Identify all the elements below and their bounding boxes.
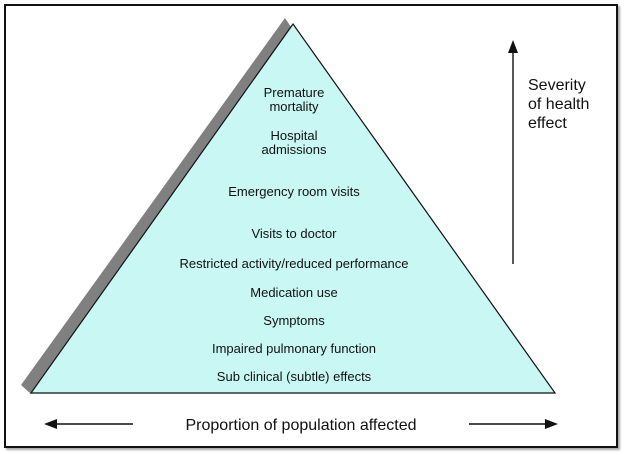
level-premature-line1: Premature <box>264 85 325 100</box>
level-restricted-activity: Restricted activity/reduced performance <box>179 256 408 271</box>
level-impaired-pulmonary: Impaired pulmonary function <box>212 341 376 356</box>
level-hospital-line1: Hospital <box>271 128 318 143</box>
level-emergency-room: Emergency room visits <box>228 184 360 199</box>
level-premature-line2: mortality <box>269 99 319 114</box>
level-visits-doctor: Visits to doctor <box>251 226 337 241</box>
level-hospital-line2: admissions <box>261 142 327 157</box>
population-label: Proportion of population affected <box>186 417 417 434</box>
severity-label-line3: effect <box>528 115 567 132</box>
pyramid-body <box>29 22 557 394</box>
severity-label-line2: of health <box>528 96 589 113</box>
pyramid-shadow <box>21 18 291 394</box>
level-subclinical: Sub clinical (subtle) effects <box>217 369 372 384</box>
severity-label-line1: Severity <box>528 77 586 94</box>
severity-arrow-head-icon <box>508 40 518 53</box>
level-medication-use: Medication use <box>250 285 337 300</box>
population-arrow-right-head-icon <box>545 419 558 429</box>
population-arrow-left-head-icon <box>44 419 57 429</box>
level-symptoms: Symptoms <box>263 313 325 328</box>
